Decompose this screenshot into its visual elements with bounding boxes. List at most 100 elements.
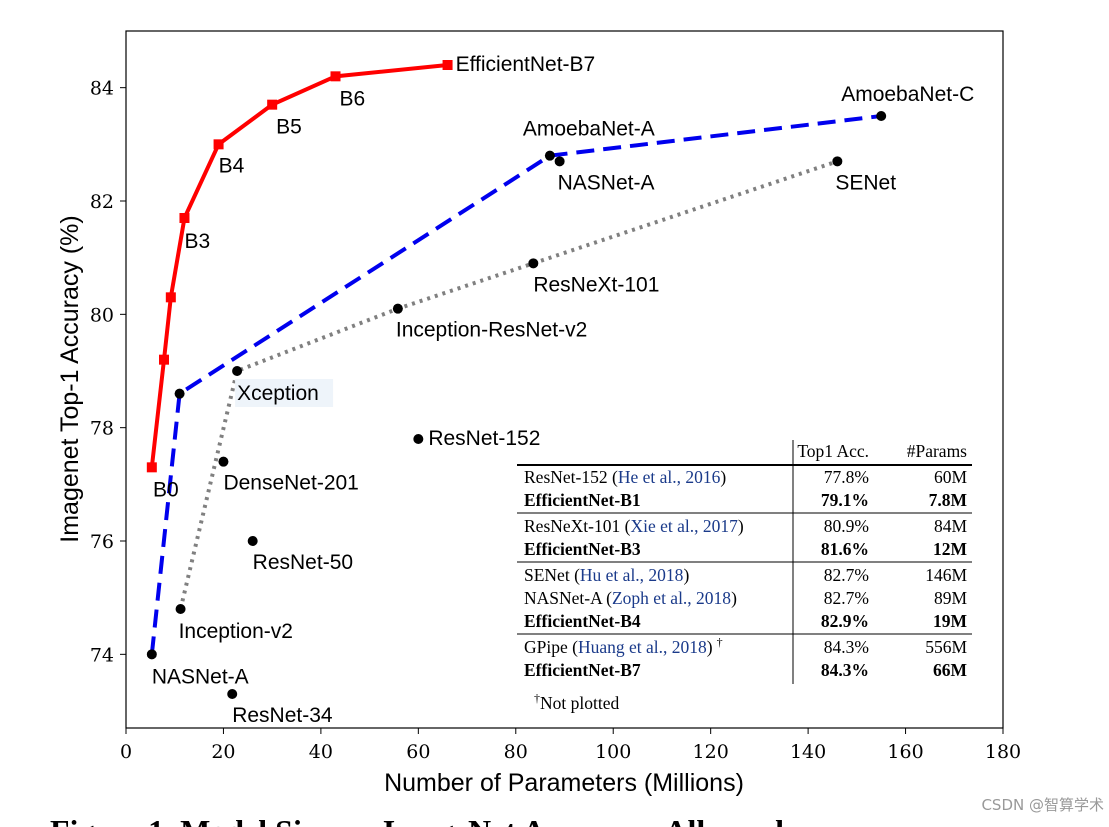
model-name: EfficientNet-B1 [524,490,641,510]
data-point [247,536,258,546]
x-tick-label: 0 [120,741,132,763]
data-point [146,649,157,660]
citation-link[interactable]: He et al., 2016 [618,467,721,487]
table-row-name: EfficientNet-B1 [524,490,641,510]
table-cell-acc: 79.1% [821,490,869,510]
table-row-name: EfficientNet-B7 [524,660,641,680]
data-point [330,71,341,82]
table-cell-params: 66M [933,660,968,680]
table-cell-params: 12M [933,539,968,559]
x-tick-label: 60 [406,741,430,763]
table-row-name: SENet (Hu et al., 2018) [524,565,689,585]
model-name: EfficientNet-B4 [524,611,641,631]
data-point [218,456,229,467]
data-point [267,99,278,110]
x-tick-label: 100 [595,741,631,763]
point-label: AmoebaNet-C [841,83,974,106]
axis-ticks: 0 20 40 60 80 100 120 140 160 180 74 76 78 80 82 84 [90,78,1021,763]
x-tick-label: 120 [693,741,729,763]
data-point [146,462,157,473]
table-cell-acc: 81.6% [821,539,869,559]
series-line-0 [149,63,448,468]
table-cell-params: 556M [925,637,967,657]
citation-link[interactable]: Hu et al., 2018 [580,565,684,585]
table-cell-params: 7.8M [929,490,968,510]
table-cell-params: 60M [934,467,968,487]
table-row-name: NASNet-A (Zoph et al., 2018) [524,588,737,608]
citation-link[interactable]: Zoph et al., 2018 [612,588,731,608]
table-cell-acc: 82.9% [821,611,869,631]
x-tick-label: 40 [309,741,333,763]
model-name: ResNet-152 [524,467,608,487]
table-cell-acc: 77.8% [824,467,869,487]
table-cell-acc: 84.3% [824,637,869,657]
citation-link[interactable]: Huang et al., 2018 [578,637,707,657]
y-tick-label: 74 [90,644,114,666]
table-header: Top1 Acc. [797,441,869,461]
data-point [174,388,185,399]
model-name: GPipe [524,637,568,657]
data-point [528,258,539,269]
table-cell-acc: 82.7% [824,565,869,585]
citation-link[interactable]: Xie et al., 2017 [630,516,738,536]
data-point [213,139,224,150]
point-labels: B0 B3 B4 B5 B6 EfficientNet-B7 NASNet-A AmoebaN… [152,53,974,727]
x-tick-label: 160 [887,741,923,763]
data-point [392,303,403,314]
point-label: NASNet-A [152,665,249,688]
y-tick-label: 76 [90,531,114,553]
y-tick-label: 82 [90,191,114,213]
model-name: SENet [524,565,570,585]
model-name: EfficientNet-B3 [524,539,641,559]
data-point [442,60,453,70]
series-markers [146,60,887,699]
comparison-table: Top1 Acc. #Params ResNet-152 (He et al., 2… [517,440,972,713]
series-line-1 [149,114,882,655]
table-cell-acc: 82.7% [824,588,869,608]
model-name: ResNeXt-101 [524,516,620,536]
x-tick-label: 180 [985,741,1021,763]
y-tick-label: 84 [90,78,114,100]
table-row-name: ResNet-152 (He et al., 2016) [524,467,726,487]
table-footnote: †Not plotted [534,691,619,713]
model-name: NASNet-A [524,588,603,608]
point-label: DenseNet-201 [223,472,358,495]
point-label: Inception-ResNet-v2 [396,319,587,342]
data-point [832,156,843,167]
table-row-name: ResNeXt-101 (Xie et al., 2017) [524,516,744,536]
table-cell-params: 146M [925,565,967,585]
point-label: B0 [153,478,179,501]
table-header: #Params [907,441,967,461]
data-point [544,150,555,161]
label-highlight [235,379,334,407]
table-row-name: GPipe (Huang et al., 2018) † [524,635,723,657]
figure-caption-fragment: Figure 1. Model Size vs. ImageNet Accura… [50,813,834,827]
data-point [413,434,424,444]
data-point [165,292,176,303]
data-point [232,366,243,376]
point-label: ResNet-34 [232,704,333,727]
data-point [175,604,186,614]
point-label: B3 [184,230,210,253]
table-cell-params: 84M [934,516,968,536]
point-label: B5 [276,116,302,139]
data-point [554,156,565,167]
point-label: NASNet-A [558,171,655,194]
y-tick-label: 78 [90,418,114,440]
data-point [179,213,190,223]
point-label: Xception [237,382,319,405]
table-cell-acc: 80.9% [824,516,869,536]
data-point [227,689,238,699]
point-label: B4 [219,154,245,177]
x-tick-label: 20 [211,741,235,763]
x-tick-label: 140 [790,741,826,763]
point-label: ResNeXt-101 [533,273,659,296]
y-tick-label: 80 [90,304,114,326]
model-name: EfficientNet-B7 [524,660,641,680]
watermark: CSDN @智算学术 [981,796,1104,814]
point-label: B6 [340,87,366,110]
table-row-name: EfficientNet-B3 [524,539,641,559]
x-axis-title: Number of Parameters (Millions) [384,769,744,797]
data-point [159,354,170,365]
